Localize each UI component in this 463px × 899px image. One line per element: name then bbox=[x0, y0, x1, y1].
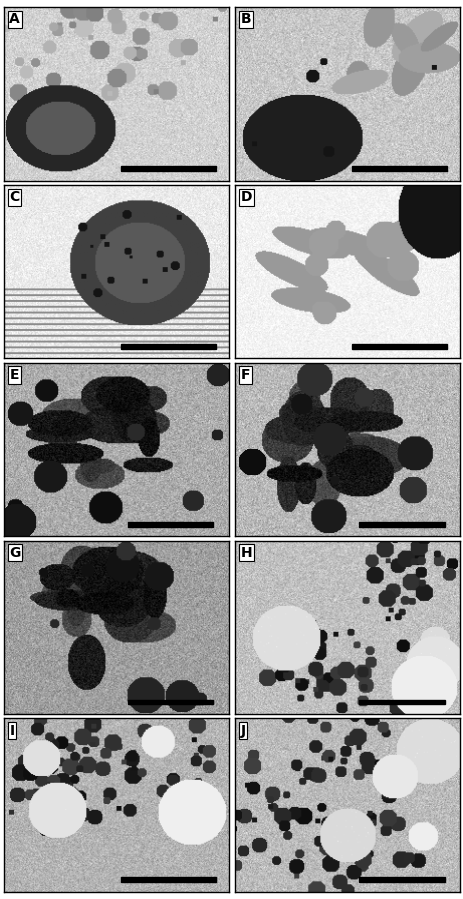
Text: F: F bbox=[240, 368, 250, 382]
Bar bbox=[358, 699, 444, 705]
Text: E: E bbox=[9, 368, 19, 382]
Text: B: B bbox=[240, 13, 250, 26]
Text: D: D bbox=[240, 191, 251, 204]
Text: A: A bbox=[9, 13, 20, 26]
Bar bbox=[121, 877, 215, 882]
Bar bbox=[351, 344, 446, 349]
Bar bbox=[351, 166, 446, 171]
Bar bbox=[121, 166, 215, 171]
Text: I: I bbox=[9, 724, 14, 737]
Bar bbox=[358, 521, 444, 527]
Text: G: G bbox=[9, 546, 21, 560]
Bar bbox=[127, 521, 213, 527]
Bar bbox=[127, 699, 213, 705]
Text: J: J bbox=[240, 724, 245, 737]
Bar bbox=[121, 344, 215, 349]
Text: C: C bbox=[9, 191, 19, 204]
Text: H: H bbox=[240, 546, 251, 560]
Bar bbox=[358, 877, 444, 882]
